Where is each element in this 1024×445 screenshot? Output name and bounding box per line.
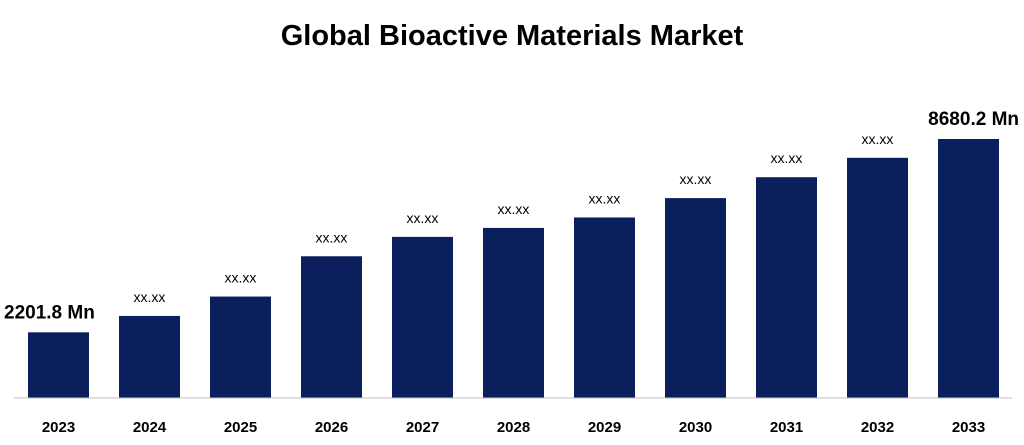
x-tick-2026: 2026 xyxy=(315,419,348,436)
data-label-2031: xx.xx xyxy=(771,150,803,166)
x-tick-2030: 2030 xyxy=(679,419,712,436)
x-tick-2025: 2025 xyxy=(224,419,257,436)
data-label-2024: xx.xx xyxy=(134,289,166,305)
bar-2024 xyxy=(119,315,180,398)
bar-2028 xyxy=(483,227,544,398)
bars-group xyxy=(28,139,999,398)
data-label-2025: xx.xx xyxy=(225,270,257,286)
bar-2031 xyxy=(756,177,817,398)
bar-2032 xyxy=(847,157,908,398)
bar-2029 xyxy=(574,217,635,398)
data-label-2023: 2201.8 Mn xyxy=(4,302,95,323)
data-label-2030: xx.xx xyxy=(680,171,712,187)
x-tick-2033: 2033 xyxy=(952,419,985,436)
data-label-2029: xx.xx xyxy=(589,190,621,206)
data-label-2033: 8680.2 Mn xyxy=(928,109,1019,130)
data-label-2027: xx.xx xyxy=(407,210,439,226)
bar-2033 xyxy=(938,139,999,398)
x-tick-2023: 2023 xyxy=(42,419,75,436)
x-tick-2027: 2027 xyxy=(406,419,439,436)
bar-2027 xyxy=(392,236,453,398)
x-tick-2032: 2032 xyxy=(861,419,894,436)
x-tick-2029: 2029 xyxy=(588,419,621,436)
data-labels-group: 2201.8 Mn xx.xx xx.xx xx.xx xx.xx xx.xx xx.xx x… xyxy=(4,109,1019,323)
bar-2026 xyxy=(301,256,362,398)
bar-2025 xyxy=(210,296,271,398)
data-label-2026: xx.xx xyxy=(316,229,348,245)
data-label-2032: xx.xx xyxy=(862,131,894,147)
bar-2030 xyxy=(665,198,726,398)
x-tick-2028: 2028 xyxy=(497,419,530,436)
data-label-2028: xx.xx xyxy=(498,201,530,217)
bar-2023 xyxy=(28,332,89,398)
x-tick-2031: 2031 xyxy=(770,419,803,436)
chart-title: Global Bioactive Materials Market xyxy=(280,20,744,52)
x-tick-2024: 2024 xyxy=(133,419,167,436)
x-tick-labels-group: 2023 2024 2025 2026 2027 2028 2029 2030 2031 2032… xyxy=(42,419,985,436)
